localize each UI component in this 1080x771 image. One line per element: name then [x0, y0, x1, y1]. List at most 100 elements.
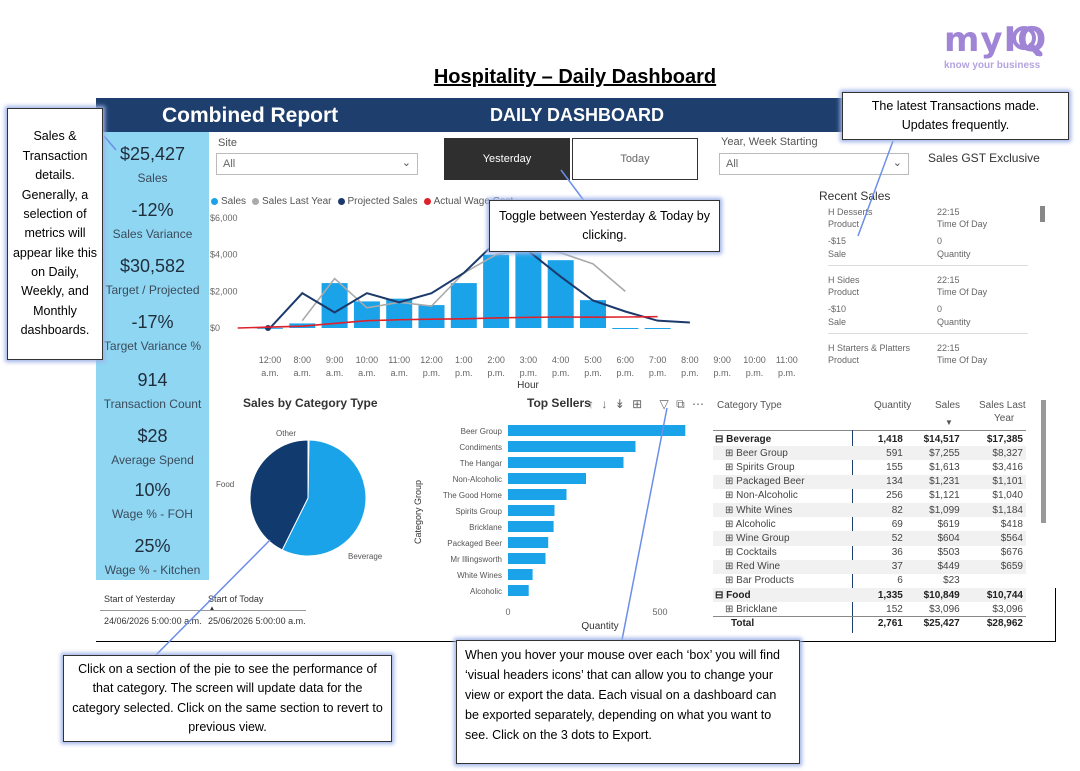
site-dropdown[interactable]: All ⌄	[216, 153, 418, 175]
matrix-row[interactable]: ⊞ Cocktails 36 $503 $676	[713, 546, 1026, 560]
bar-category-label: Condiments	[459, 443, 502, 452]
matrix-row[interactable]: ⊞ Spirits Group 155 $1,613 $3,416	[713, 460, 1026, 474]
matrix-cell-sales-last-year: $3,416	[992, 461, 1023, 473]
matrix-cell-sales: $25,427	[923, 618, 960, 630]
matrix-row[interactable]: ⊞ Packaged Beer 134 $1,231 $1,101	[713, 474, 1026, 489]
recent-sales-scrollbar[interactable]	[1040, 206, 1045, 222]
drill-down-icon[interactable]: ↓	[601, 397, 610, 411]
recent-sale: -$10	[828, 304, 847, 314]
kpi-wage-foh[interactable]: 10% Wage % - FOH	[96, 480, 209, 521]
matrix-cell-sales-last-year: $1,101	[992, 476, 1023, 488]
matrix-header-category[interactable]: Category Type	[717, 400, 782, 411]
matrix-header-quantity[interactable]: Quantity	[874, 400, 912, 411]
matrix-row[interactable]: ⊞ Non-Alcoholic 256 $1,121 $1,040	[713, 489, 1026, 503]
sort-desc-icon[interactable]: ▼	[945, 418, 953, 427]
divider	[828, 333, 1028, 334]
x-tick-label-suffix: p.m.	[455, 368, 473, 378]
kpi-label: Wage % - Kitchen	[104, 563, 201, 577]
x-tick-label-suffix: a.m.	[358, 368, 376, 378]
matrix-row[interactable]: ⊞ Beer Group 591 $7,255 $8,327	[713, 446, 1026, 461]
legend-swatch	[337, 198, 345, 205]
kpi-wage-kitchen[interactable]: 25% Wage % - Kitchen	[96, 536, 209, 577]
matrix-row[interactable]: ⊞ Bar Products 6 $23	[713, 574, 1026, 588]
sales-bar	[353, 301, 380, 328]
legend-label: Sales Last Year	[262, 196, 332, 207]
legend-item[interactable]: Actual Wage Cost	[423, 196, 513, 207]
x-tick-label-suffix: a.m.	[326, 368, 344, 378]
legend-label: Projected Sales	[347, 196, 418, 207]
bar-spirits-group	[508, 505, 555, 516]
more-options-icon[interactable]: ⋯	[692, 397, 706, 411]
kpi-sales-variance[interactable]: -12% Sales Variance	[96, 200, 209, 241]
x-axis-title: Quantity	[581, 621, 618, 632]
bar-category-label: Beer Group	[461, 427, 503, 436]
kpi-transaction-count[interactable]: 914 Transaction Count	[96, 370, 209, 411]
category-pie-chart[interactable]: Beverage Food Other	[206, 412, 406, 592]
y-tick-label: $4,000	[210, 250, 238, 260]
matrix-cell-sales-last-year: $418	[1000, 518, 1023, 530]
chevron-down-icon: ⌄	[401, 157, 411, 169]
start-today-label: Start of Today	[208, 594, 264, 604]
legend-item[interactable]: Projected Sales	[337, 196, 418, 207]
kpi-sales[interactable]: $25,427 Sales	[96, 144, 209, 185]
callout-hover-text: When you hover your mouse over each ‘box…	[465, 648, 780, 742]
expand-all-icon[interactable]: ↡	[614, 397, 627, 411]
bar-category-label: Packaged Beer	[447, 539, 502, 548]
year-dropdown[interactable]: All ⌄	[719, 153, 909, 175]
sales-bar	[483, 254, 510, 328]
recent-product-label: Product	[828, 287, 860, 297]
category-matrix: ⊟ Beverage 1,418 $14,517 $17,385 ⊞ Beer Grou…	[713, 432, 1026, 631]
bar-the-hangar	[508, 457, 624, 468]
legend-item[interactable]: Sales Last Year	[252, 196, 332, 207]
kpi-target[interactable]: $30,582 Target / Projected	[96, 256, 209, 297]
matrix-cell-quantity: 134	[886, 476, 903, 488]
kpi-average-spend[interactable]: $28 Average Spend	[96, 426, 209, 467]
matrix-row[interactable]: ⊞ Red Wine 37 $449 $659	[713, 559, 1026, 574]
matrix-header-sales[interactable]: Sales	[935, 400, 961, 411]
matrix-total-row[interactable]: Total 2,761 $25,427 $28,962	[713, 616, 1026, 630]
matrix-cell-name: ⊞ Alcoholic	[725, 518, 776, 530]
x-tick-label-suffix: p.m.	[520, 368, 538, 378]
drill-up-icon[interactable]: ↑	[588, 397, 596, 411]
matrix-header-sales-last-year[interactable]: Sales Last	[979, 400, 1026, 411]
x-tick-label: 11:00	[776, 355, 798, 365]
matrix-cell-sales-last-year: $3,096	[992, 603, 1023, 615]
focus-mode-icon[interactable]: ⧉	[676, 397, 687, 411]
top-sellers-bar-chart[interactable]: Beer Group Condiments The Hangar Non-Alcoho…	[408, 416, 704, 634]
matrix-row[interactable]: ⊞ Alcoholic 69 $619 $418	[713, 517, 1026, 531]
y-tick-label: $0	[210, 323, 220, 333]
x-tick-label-suffix: p.m.	[746, 368, 764, 378]
kpi-target-variance[interactable]: -17% Target Variance %	[96, 312, 209, 353]
matrix-row[interactable]: ⊟ Beverage 1,418 $14,517 $17,385	[713, 432, 1026, 446]
recent-time-label: Time Of Day	[937, 287, 988, 297]
matrix-cell-quantity: 256	[886, 490, 903, 502]
bar-alcoholic	[508, 585, 529, 596]
pie-label-other: Other	[276, 429, 296, 438]
today-button[interactable]: Today	[572, 138, 698, 180]
matrix-scrollbar[interactable]	[1041, 400, 1046, 523]
legend-item[interactable]: Sales	[211, 196, 246, 207]
recent-time-label: Time Of Day	[937, 355, 988, 365]
matrix-cell-quantity: 591	[886, 447, 903, 459]
x-tick-label: 10:00	[743, 355, 766, 365]
bar-mr-illingsworth	[508, 553, 546, 564]
matrix-header: Category Type Quantity Sales Sales Last …	[713, 396, 1043, 436]
matrix-row[interactable]: ⊟ Food 1,335 $10,849 $10,744	[713, 588, 1026, 603]
sort-asc-icon[interactable]: ▲	[208, 604, 216, 613]
pie-slice-other[interactable]	[307, 439, 310, 499]
matrix-row[interactable]: ⊞ White Wines 82 $1,099 $1,184	[713, 502, 1026, 518]
recent-sales-list[interactable]: H Desserts Product 22:15 Time Of Day -$1…	[818, 203, 1038, 375]
expand-next-icon[interactable]: ⊞	[632, 397, 645, 411]
kpi-value: -17%	[131, 312, 174, 332]
report-name: Combined Report	[162, 104, 339, 127]
myiq-logo: myIQ know your business	[940, 20, 1060, 72]
pie-slice-beverage[interactable]	[281, 439, 367, 557]
matrix-cell-name: ⊞ Cocktails	[725, 547, 777, 559]
hourly-sales-chart[interactable]: $0 $2,000 $4,000 $6,000 12:00 a.m. 8:00 a.m. 9:0…	[210, 206, 810, 396]
recent-sale-label: Sale	[828, 317, 847, 327]
filter-icon[interactable]: ▽	[659, 397, 671, 411]
sales-bar	[418, 305, 445, 328]
matrix-row[interactable]: ⊞ Bricklane 152 $3,096 $3,096	[713, 602, 1026, 616]
yesterday-button[interactable]: Yesterday	[444, 138, 570, 180]
matrix-row[interactable]: ⊞ Wine Group 52 $604 $564	[713, 531, 1026, 546]
